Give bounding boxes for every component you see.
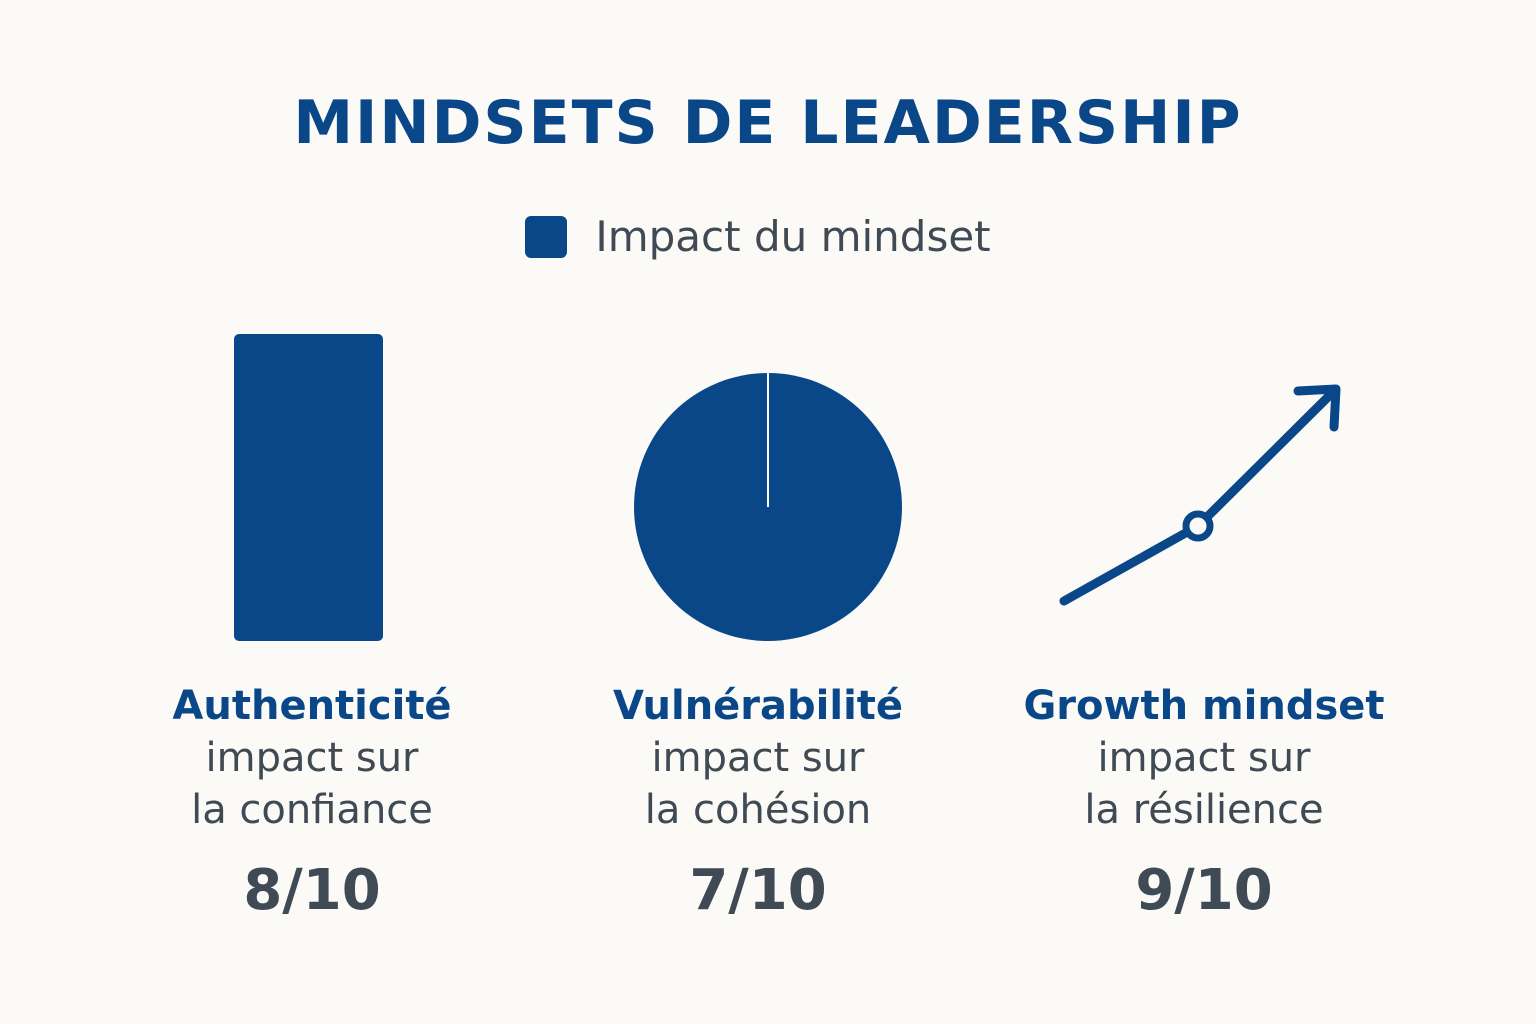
item-score: 7/10 [689, 858, 827, 923]
item-authenticity: Authenticité impact sur la confiance 8/1… [82, 680, 542, 923]
item-name: Growth mindset [1023, 683, 1385, 729]
growth-arrow-icon [1059, 384, 1341, 606]
item-desc-line2: la résilience [1084, 787, 1324, 833]
item-growth-mindset: Growth mindset impact sur la résilience … [974, 680, 1434, 923]
item-name: Vulnérabilité [612, 683, 904, 729]
item-score: 8/10 [243, 858, 381, 923]
item-desc-line1: impact sur [1097, 735, 1311, 781]
item-score: 9/10 [1135, 858, 1273, 923]
item-vulnerability: Vulnérabilité impact sur la cohésion 7/1… [528, 680, 988, 923]
legend-label: Impact du mindset [595, 212, 991, 261]
legend: Impact du mindset [0, 212, 1536, 261]
item-desc-line1: impact sur [651, 735, 865, 781]
chart-title: MINDSETS DE LEADERSHIP [293, 88, 1243, 158]
item-desc-line2: la cohésion [644, 787, 872, 833]
item-name: Authenticité [172, 683, 452, 729]
legend-swatch [525, 215, 568, 258]
item-desc-line1: impact sur [205, 735, 419, 781]
authenticity-bar [234, 334, 383, 641]
item-desc-line2: la confiance [191, 787, 433, 833]
